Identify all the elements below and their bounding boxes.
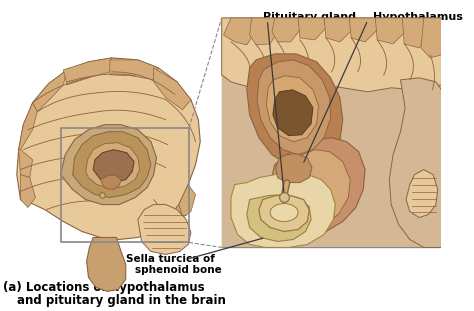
Polygon shape — [276, 154, 312, 183]
Text: Pituitary gland: Pituitary gland — [263, 12, 356, 22]
Text: Sella turcica of: Sella turcica of — [126, 254, 215, 264]
Polygon shape — [100, 176, 121, 190]
Bar — [222, 18, 441, 248]
Polygon shape — [154, 68, 191, 110]
Text: and pituitary gland in the brain: and pituitary gland in the brain — [17, 294, 226, 307]
Polygon shape — [73, 132, 151, 197]
Polygon shape — [18, 103, 37, 150]
Polygon shape — [266, 76, 319, 142]
Polygon shape — [17, 58, 200, 239]
Polygon shape — [324, 18, 352, 42]
Polygon shape — [272, 18, 300, 42]
Polygon shape — [257, 60, 331, 155]
Polygon shape — [389, 78, 441, 248]
Polygon shape — [421, 18, 441, 58]
Polygon shape — [375, 18, 405, 44]
Polygon shape — [61, 125, 156, 205]
Polygon shape — [64, 58, 112, 85]
Polygon shape — [222, 18, 441, 92]
Polygon shape — [179, 185, 196, 217]
Text: sphenoid bone: sphenoid bone — [135, 265, 222, 276]
Polygon shape — [281, 150, 350, 228]
Polygon shape — [259, 196, 309, 231]
Polygon shape — [406, 169, 438, 217]
Polygon shape — [349, 18, 377, 42]
Polygon shape — [298, 18, 326, 40]
Polygon shape — [222, 18, 441, 248]
Ellipse shape — [270, 204, 298, 221]
Polygon shape — [33, 70, 67, 112]
Polygon shape — [224, 18, 253, 45]
Bar — [61, 128, 189, 243]
Polygon shape — [273, 90, 313, 136]
Polygon shape — [18, 150, 33, 178]
Polygon shape — [93, 150, 134, 183]
Polygon shape — [402, 18, 430, 48]
Polygon shape — [250, 18, 278, 45]
Polygon shape — [20, 174, 36, 207]
Polygon shape — [270, 138, 365, 234]
Polygon shape — [87, 238, 126, 291]
Text: (a) Locations of hypothalamus: (a) Locations of hypothalamus — [3, 281, 204, 295]
Polygon shape — [247, 54, 343, 168]
Polygon shape — [163, 205, 182, 228]
Polygon shape — [247, 195, 311, 241]
Polygon shape — [138, 205, 191, 254]
Text: Hypothalamus: Hypothalamus — [373, 12, 463, 22]
Polygon shape — [86, 143, 140, 188]
Polygon shape — [231, 173, 335, 248]
Polygon shape — [110, 60, 158, 80]
